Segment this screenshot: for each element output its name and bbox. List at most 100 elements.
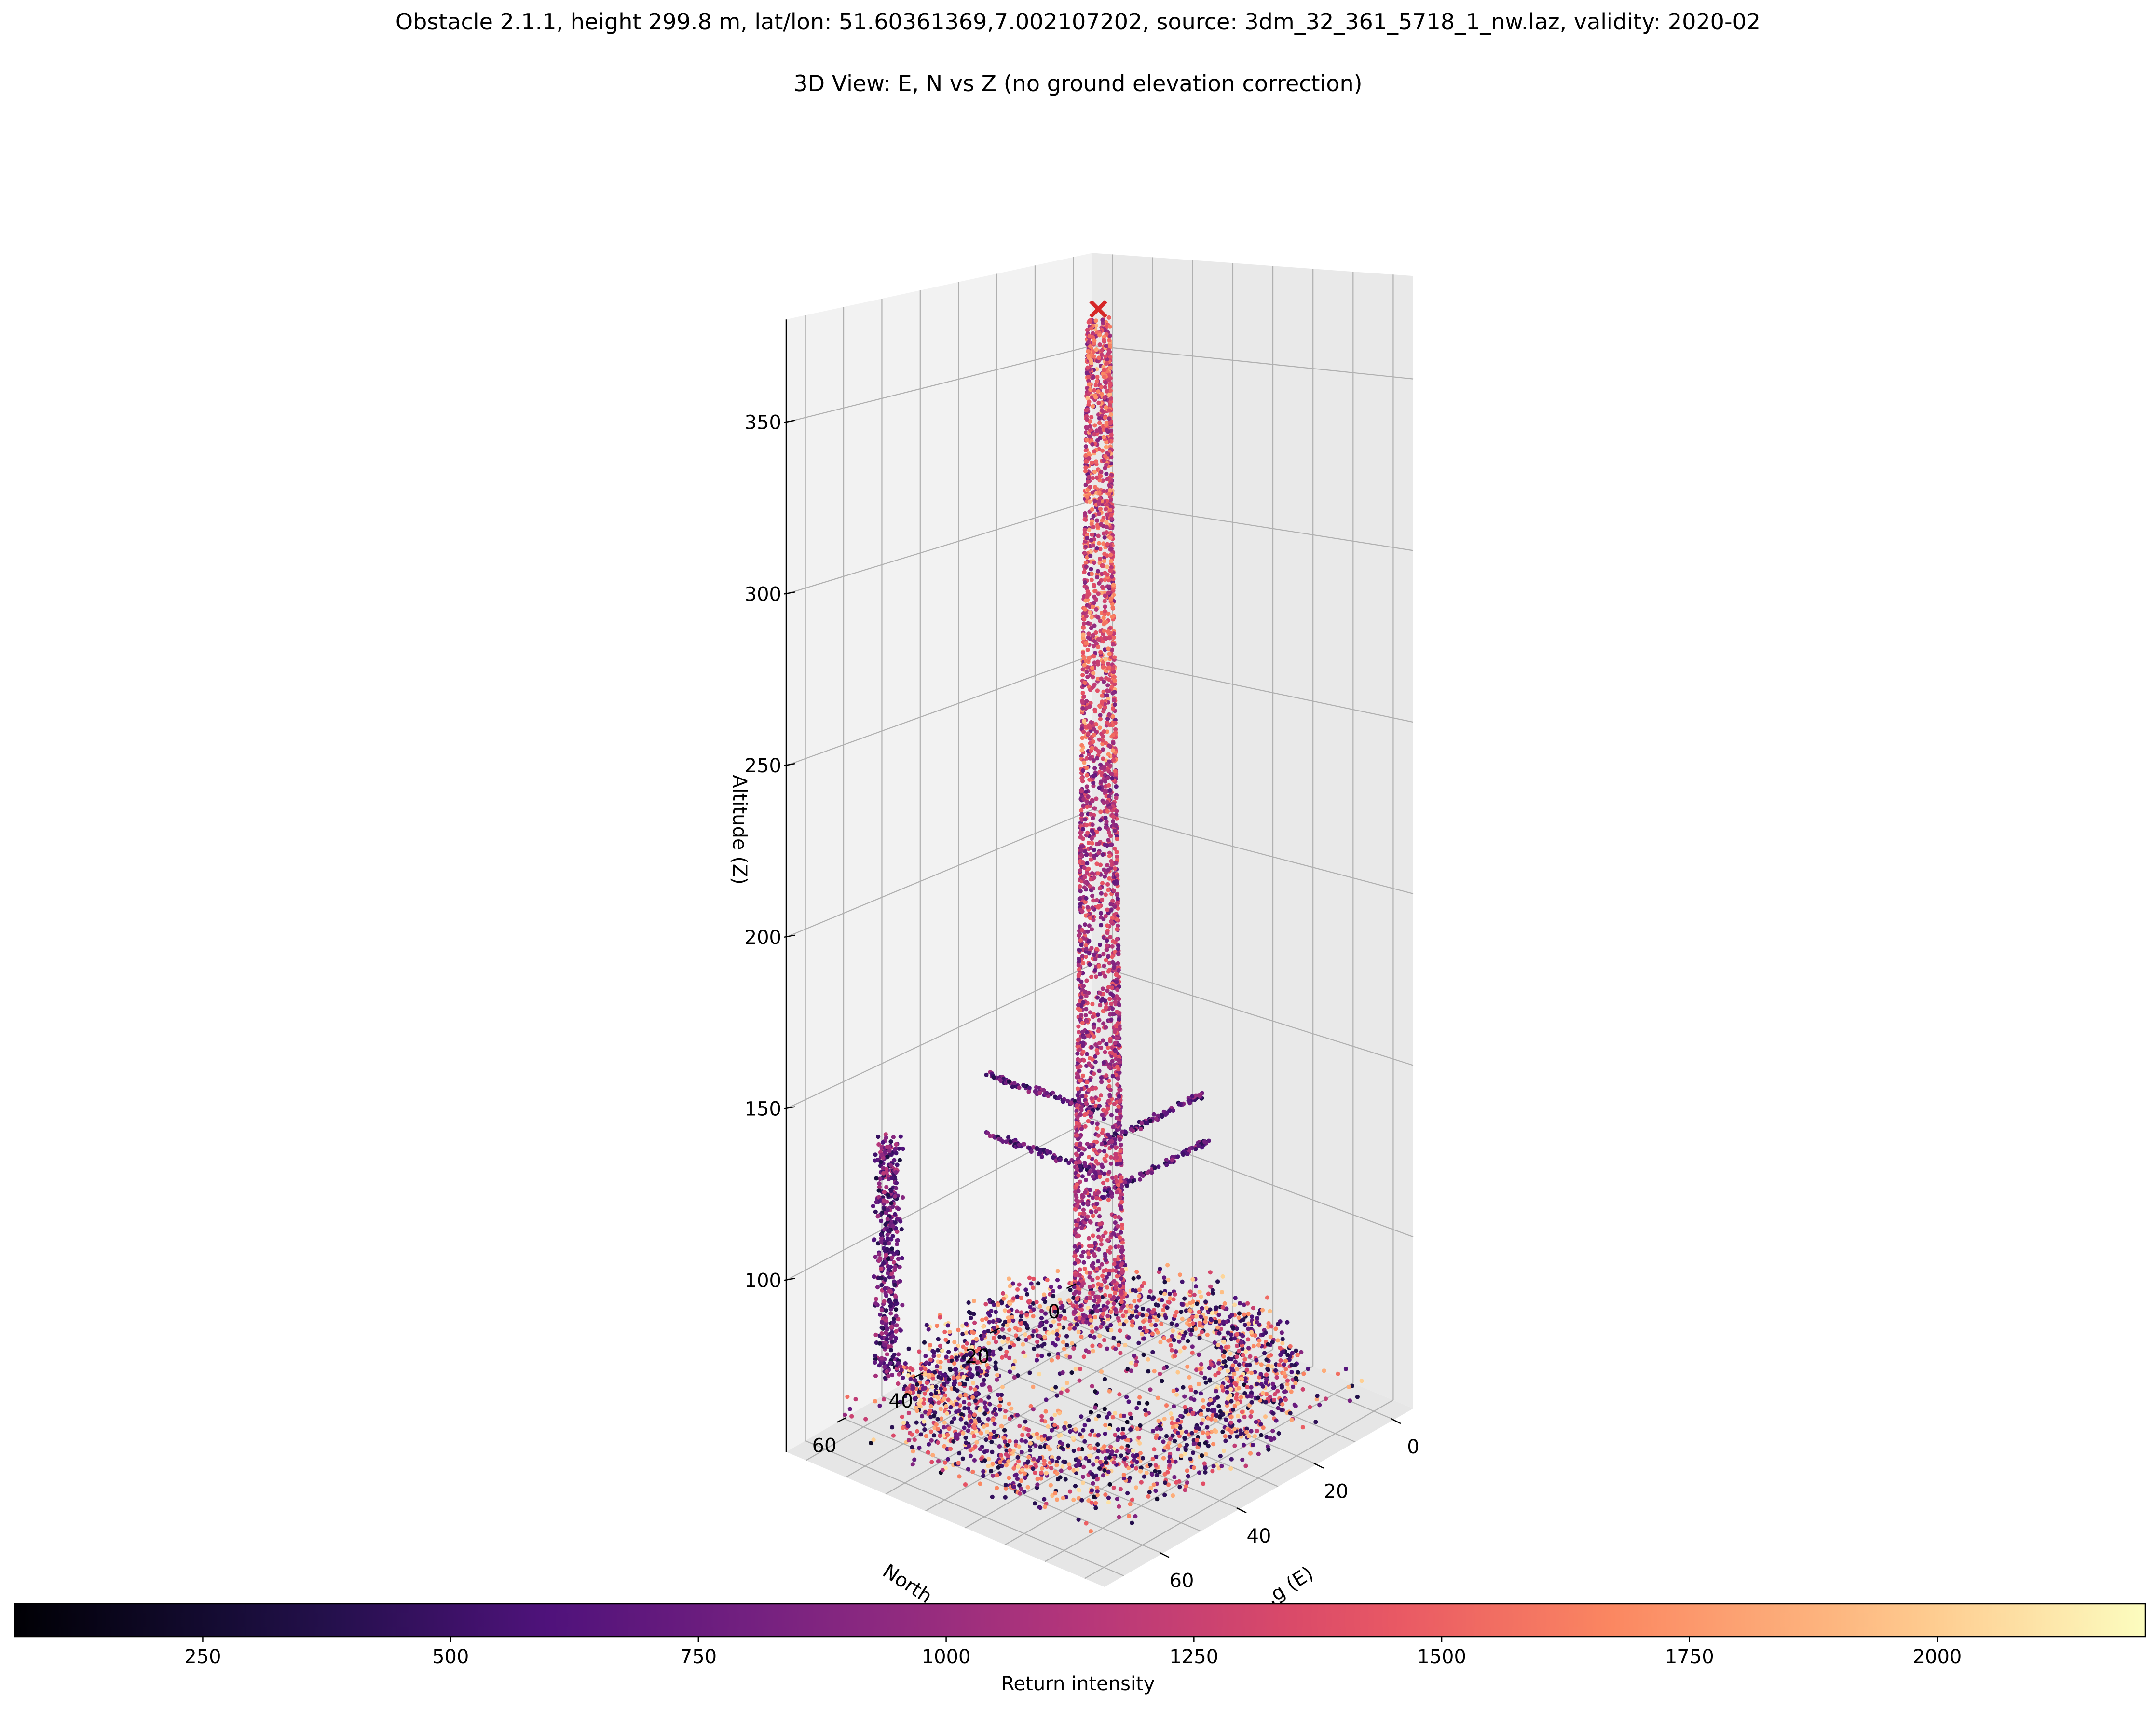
data-point (1113, 727, 1118, 732)
data-point (1151, 1295, 1156, 1300)
data-point (1088, 884, 1092, 889)
data-point (1106, 954, 1111, 958)
grid-line-z (1092, 654, 1414, 723)
data-point (1117, 1284, 1122, 1288)
data-point (1241, 1353, 1245, 1357)
data-point (962, 1382, 967, 1387)
data-point (1107, 403, 1112, 408)
data-point (1080, 827, 1085, 832)
data-point (1116, 1342, 1121, 1347)
data-point (1096, 1295, 1101, 1299)
data-point (1129, 1304, 1133, 1309)
data-point (991, 1319, 996, 1324)
data-point (1108, 597, 1113, 602)
data-point (1118, 1328, 1122, 1333)
data-point (1094, 546, 1099, 551)
data-point (1110, 748, 1115, 753)
data-point (1090, 532, 1094, 537)
data-point (1103, 593, 1107, 598)
data-point (1229, 1357, 1234, 1362)
data-point (1281, 1349, 1285, 1354)
data-point (1075, 1297, 1079, 1301)
data-point (1008, 1369, 1012, 1374)
data-point (1145, 1170, 1150, 1175)
data-point (1116, 1244, 1121, 1249)
data-point (1126, 1335, 1131, 1340)
data-point (1081, 1034, 1086, 1039)
data-point (1124, 1183, 1130, 1188)
data-point (1076, 1329, 1081, 1334)
data-point (1106, 1141, 1111, 1146)
data-point (1084, 852, 1089, 857)
data-point (888, 1304, 893, 1309)
data-point (1088, 916, 1092, 920)
data-point (1076, 1217, 1081, 1222)
data-point (1121, 1322, 1126, 1327)
data-point (1105, 943, 1109, 948)
data-point (913, 1396, 917, 1401)
data-point (1024, 1313, 1029, 1317)
data-point (963, 1393, 968, 1397)
data-point (925, 1381, 929, 1385)
data-point (1110, 605, 1115, 610)
data-point (931, 1354, 936, 1358)
data-point (1075, 1199, 1080, 1204)
data-point (1105, 1285, 1109, 1290)
data-point (942, 1425, 946, 1430)
data-point (1289, 1369, 1294, 1375)
data-point (1076, 1006, 1080, 1011)
data-point (958, 1393, 963, 1398)
data-point (886, 1264, 891, 1269)
data-point (1116, 1257, 1120, 1261)
data-point (1214, 1389, 1218, 1394)
data-point (929, 1392, 934, 1396)
data-point (1044, 1319, 1049, 1324)
data-point (1257, 1338, 1262, 1343)
data-point (874, 1176, 879, 1181)
data-point (1181, 1152, 1186, 1157)
data-point (1087, 451, 1092, 456)
data-point (1173, 1354, 1177, 1358)
data-point (923, 1386, 928, 1391)
data-point (1100, 1295, 1105, 1299)
data-point (1088, 1056, 1092, 1061)
data-point (1079, 1151, 1084, 1156)
data-point (1113, 1220, 1118, 1225)
data-point (896, 1361, 901, 1366)
data-point (1037, 1372, 1042, 1377)
data-point (889, 1188, 894, 1193)
data-point (1115, 1010, 1119, 1014)
data-point (1036, 1344, 1040, 1349)
data-point (1260, 1332, 1266, 1337)
data-point (894, 1313, 899, 1318)
data-point (1099, 1283, 1104, 1287)
data-point (1090, 665, 1095, 670)
data-point (1250, 1314, 1255, 1319)
data-point (1013, 1326, 1018, 1330)
data-point (1291, 1384, 1296, 1389)
data-point (1108, 834, 1113, 838)
data-point (1083, 954, 1089, 959)
data-point (1035, 1340, 1040, 1344)
data-point (885, 1247, 889, 1252)
data-point (1094, 607, 1099, 612)
data-point (1121, 1304, 1126, 1309)
data-point (1080, 779, 1085, 784)
data-point (1115, 1065, 1120, 1069)
data-point (1066, 1298, 1071, 1303)
data-point (1100, 563, 1105, 568)
data-point (1282, 1362, 1286, 1367)
data-point (1074, 1195, 1079, 1200)
data-point (1083, 658, 1089, 663)
data-point (1064, 1381, 1069, 1385)
data-point (1112, 1258, 1117, 1262)
data-point (1000, 1291, 1006, 1296)
data-point (1102, 395, 1107, 400)
data-point (1299, 1350, 1304, 1354)
data-point (971, 1299, 976, 1303)
data-point (1104, 820, 1109, 824)
data-point (1098, 713, 1103, 718)
pane-right (1092, 253, 1413, 1409)
data-point (1092, 338, 1097, 343)
